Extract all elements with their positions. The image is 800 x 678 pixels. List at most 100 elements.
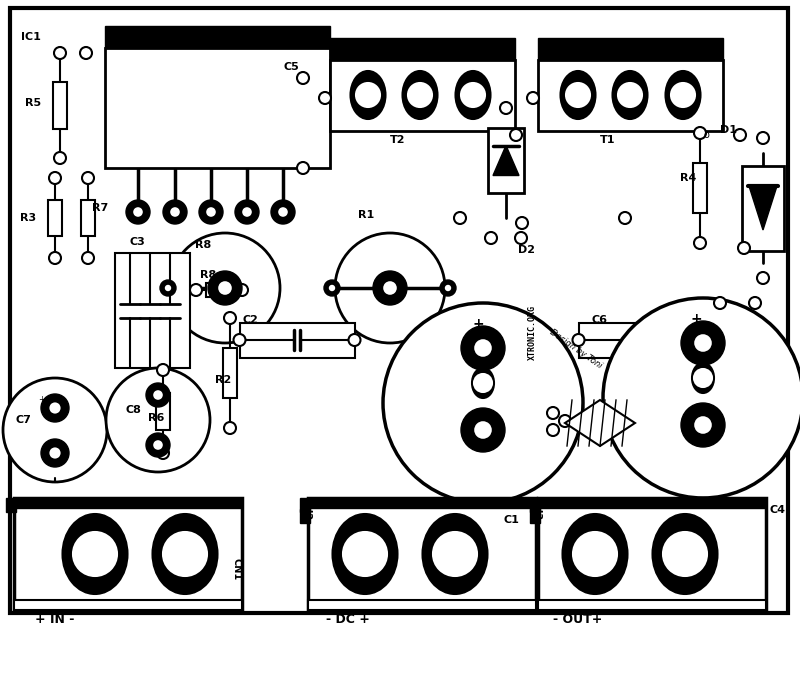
Text: o: o <box>703 130 709 140</box>
Bar <box>693 163 707 213</box>
Circle shape <box>234 334 246 346</box>
Circle shape <box>163 200 187 224</box>
Circle shape <box>146 383 170 407</box>
Circle shape <box>433 532 477 576</box>
Bar <box>115 253 190 368</box>
Circle shape <box>694 416 712 434</box>
Bar <box>10 8 788 613</box>
Circle shape <box>224 422 236 434</box>
Circle shape <box>454 212 466 224</box>
Circle shape <box>547 407 559 419</box>
Circle shape <box>694 334 712 352</box>
Bar <box>300 509 310 523</box>
Circle shape <box>157 364 169 376</box>
Circle shape <box>235 200 259 224</box>
Ellipse shape <box>422 514 487 594</box>
Text: R7: R7 <box>92 203 108 213</box>
Bar <box>308 498 536 610</box>
Circle shape <box>694 369 712 387</box>
Circle shape <box>41 439 69 467</box>
Polygon shape <box>565 400 635 446</box>
Circle shape <box>319 92 331 104</box>
Circle shape <box>236 284 248 296</box>
Circle shape <box>133 207 143 217</box>
Text: D1: D1 <box>720 125 737 135</box>
Circle shape <box>297 162 309 174</box>
Text: +: + <box>472 317 484 331</box>
Bar <box>538 498 766 610</box>
Ellipse shape <box>472 368 494 398</box>
Text: - DC +: - DC + <box>326 613 370 626</box>
Circle shape <box>190 284 202 296</box>
Bar <box>330 60 515 131</box>
Circle shape <box>335 233 445 343</box>
Circle shape <box>566 83 590 107</box>
Text: XTRONIC.ORG: XTRONIC.ORG <box>528 305 537 360</box>
Text: R5: R5 <box>25 98 41 108</box>
Text: T2: T2 <box>390 135 406 145</box>
Ellipse shape <box>153 514 218 594</box>
Bar <box>156 393 170 430</box>
Circle shape <box>694 237 706 249</box>
Circle shape <box>618 83 642 107</box>
Ellipse shape <box>333 514 398 594</box>
Circle shape <box>73 532 117 576</box>
Bar <box>308 498 536 508</box>
Bar <box>538 38 723 60</box>
Bar <box>14 498 242 610</box>
Bar <box>239 323 354 357</box>
Circle shape <box>208 271 242 305</box>
Bar <box>538 60 723 131</box>
Circle shape <box>714 297 726 309</box>
Circle shape <box>687 334 699 346</box>
Circle shape <box>154 440 163 450</box>
Text: Design by Toni: Design by Toni <box>548 327 603 370</box>
Polygon shape <box>493 146 519 176</box>
Circle shape <box>271 200 295 224</box>
Bar <box>105 26 330 48</box>
Text: CN1: CN1 <box>232 558 242 580</box>
Circle shape <box>383 281 397 295</box>
Circle shape <box>383 303 583 503</box>
Circle shape <box>206 207 216 217</box>
Circle shape <box>157 447 169 459</box>
Circle shape <box>671 83 695 107</box>
Text: R3: R3 <box>20 213 36 223</box>
Circle shape <box>165 285 171 291</box>
Text: C8: C8 <box>126 405 142 415</box>
Bar <box>81 200 95 236</box>
Bar <box>105 48 330 168</box>
Bar <box>488 128 524 193</box>
Ellipse shape <box>666 71 701 119</box>
Circle shape <box>461 408 505 452</box>
Ellipse shape <box>653 514 718 594</box>
Bar <box>578 323 694 357</box>
Circle shape <box>734 129 746 141</box>
Circle shape <box>54 152 66 164</box>
Circle shape <box>663 532 707 576</box>
Circle shape <box>343 532 387 576</box>
Circle shape <box>757 132 769 144</box>
Circle shape <box>547 424 559 436</box>
Ellipse shape <box>62 514 127 594</box>
Ellipse shape <box>692 363 714 393</box>
Text: CN2: CN2 <box>302 498 312 520</box>
Circle shape <box>242 207 252 217</box>
Circle shape <box>41 394 69 422</box>
Circle shape <box>349 334 361 346</box>
Text: C4: C4 <box>770 505 786 515</box>
Circle shape <box>559 415 571 427</box>
Circle shape <box>146 433 170 457</box>
Text: R6: R6 <box>148 413 164 423</box>
Circle shape <box>485 232 497 244</box>
Bar <box>538 600 766 610</box>
Ellipse shape <box>562 514 627 594</box>
Circle shape <box>694 127 706 139</box>
Circle shape <box>82 172 94 184</box>
Bar <box>308 600 536 610</box>
Circle shape <box>474 374 492 392</box>
Text: R2: R2 <box>215 375 231 385</box>
Circle shape <box>80 47 92 59</box>
Circle shape <box>474 421 492 439</box>
Circle shape <box>163 532 207 576</box>
